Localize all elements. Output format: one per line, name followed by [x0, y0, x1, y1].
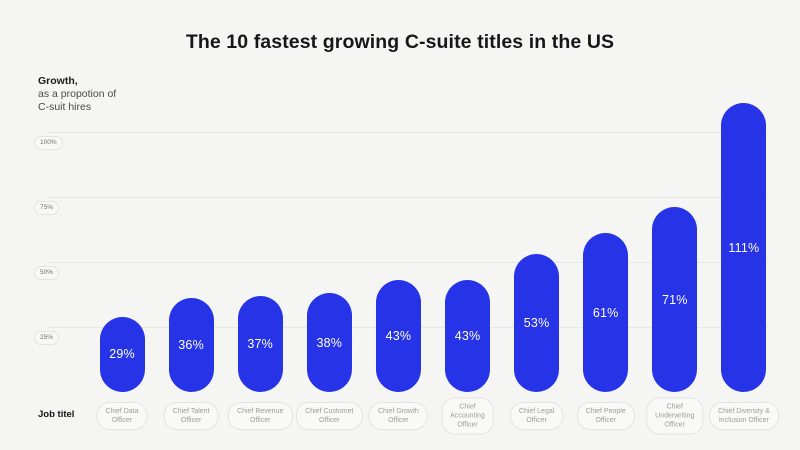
- category-pill-label: Chief: [666, 403, 683, 411]
- category-pill: Chief Customet Officer: [296, 402, 363, 430]
- y-axis-label-line2: as a propotion of: [38, 88, 117, 100]
- y-tick-pill: 100%: [34, 136, 63, 150]
- category-pill-label: Chief Growth: [377, 408, 419, 415]
- category-pill-label: Chief Data: [105, 408, 139, 415]
- y-tick-pill: 50%: [34, 266, 60, 280]
- category-pill-label: Officer: [664, 421, 686, 429]
- x-axis-label: Job titel: [38, 409, 75, 420]
- category-pill-label: Officer: [111, 417, 133, 424]
- bar-value-label: 53%: [523, 316, 550, 331]
- bar-value-label: 43%: [385, 329, 412, 344]
- category-pill-label: Chief People: [585, 408, 626, 415]
- category-pill-label: Officer: [595, 417, 616, 424]
- bar-value-label: 43%: [454, 329, 481, 344]
- bar: 43%: [445, 280, 490, 392]
- gridline: [48, 197, 768, 198]
- bar: 37%: [237, 295, 283, 392]
- gridline: [48, 132, 768, 133]
- bar-value-label: 36%: [178, 338, 204, 353]
- bar-value-label: 37%: [247, 336, 273, 351]
- y-axis-label-line1: Growth,: [38, 75, 78, 87]
- category-pill-label: Chief Revenue: [237, 408, 284, 415]
- gridline: [48, 262, 768, 263]
- bar: 36%: [168, 298, 214, 392]
- bar: 111%: [721, 103, 767, 392]
- bar-value-label: 38%: [316, 335, 343, 350]
- category-pill: Chief Growth Officer: [368, 402, 428, 430]
- category-pill: Chief Legal Officer: [509, 402, 564, 430]
- y-tick-pill: 75%: [34, 201, 60, 215]
- y-tick-pill: 25%: [34, 331, 60, 345]
- bar-value-label: 71%: [661, 292, 688, 307]
- category-pill-label: Accounting: [450, 412, 485, 420]
- category-pill-label: Chief Talent: [172, 408, 210, 415]
- category-pill: Chief Underwriting Officer: [646, 397, 704, 435]
- bar: 38%: [306, 293, 352, 392]
- bar: 43%: [375, 280, 421, 392]
- bar: 53%: [514, 254, 560, 392]
- category-pill: Chief People Officer: [576, 402, 635, 430]
- category-pill-label: Officer: [319, 417, 340, 424]
- category-pill: Chief Accounting Officer: [441, 397, 494, 435]
- category-pill: Chief Revenue Officer: [228, 402, 293, 430]
- category-pill-label: Officer: [457, 421, 478, 429]
- category-pill-label: Chief Legal: [518, 408, 555, 415]
- bar: 29%: [99, 316, 145, 392]
- bar: 71%: [652, 207, 698, 392]
- category-pill-label: Underwriting: [655, 412, 695, 420]
- bar: 61%: [583, 233, 629, 392]
- y-axis-label-line3: C-suit hires: [38, 101, 92, 113]
- y-axis-label: Growth, as a propotion of C-suit hires: [38, 75, 116, 114]
- category-pill-label: Inclusion Officer: [718, 417, 769, 424]
- bar-value-label: 111%: [728, 240, 760, 255]
- category-pill-label: Officer: [526, 417, 547, 424]
- category-pill-label: Officer: [180, 417, 202, 424]
- category-pill-label: Chief Diversity &: [718, 408, 770, 415]
- category-pill: Chief Data Officer: [96, 402, 148, 430]
- category-pill-label: Officer: [249, 417, 271, 424]
- chart-title: The 10 fastest growing C-suite titles in…: [185, 31, 615, 53]
- category-pill: Chief Diversity & Inclusion Officer: [709, 402, 779, 430]
- bar-value-label: 61%: [592, 305, 619, 320]
- category-pill-label: Officer: [388, 417, 409, 424]
- category-pill: Chief Talent Officer: [163, 402, 219, 430]
- bar-value-label: 29%: [109, 347, 135, 362]
- category-pill-label: Chief Customet: [305, 408, 354, 415]
- category-pill-label: Chief: [459, 403, 476, 411]
